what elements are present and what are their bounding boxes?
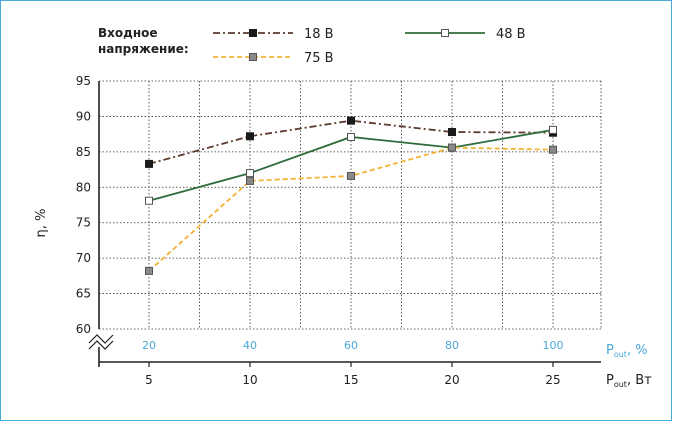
axes: 60 65 70 75 80 85 90 95 20 40 60 80 100 5 10 15 20 25 Pout… (76, 74, 652, 389)
x-tick-label: 5 (145, 373, 153, 387)
data-point (347, 132, 355, 141)
grid (99, 80, 602, 329)
y-tick-label: 70 (76, 251, 91, 265)
x-secondary-tick-label: 20 (142, 339, 156, 352)
legend: Входное напряжение: 18 В 48 В 75 В (98, 26, 526, 66)
x-secondary-tick-label: 80 (445, 339, 459, 352)
x-secondary-axis-label-sub: out (614, 350, 627, 359)
y-tick-label: 80 (76, 180, 91, 194)
series-2 (145, 143, 557, 275)
x-tick-label: 10 (242, 373, 257, 387)
legend-title-line2: напряжение: (98, 42, 189, 56)
series-layer (145, 116, 557, 275)
y-tick-label: 85 (76, 145, 91, 159)
legend-label: 18 В (304, 27, 334, 42)
x-axis-label: Pout, Вт (606, 373, 652, 389)
legend-entry: 75 В (213, 51, 334, 66)
legend-marker (249, 53, 257, 61)
x-secondary-tick-label: 60 (344, 339, 358, 352)
x-secondary-axis-label-unit: , % (627, 343, 648, 358)
data-point (549, 145, 557, 154)
data-point (145, 159, 153, 168)
data-point (347, 171, 355, 180)
x-secondary-tick-label: 40 (243, 339, 257, 352)
data-point (549, 125, 557, 134)
y-tick-label: 95 (76, 74, 91, 88)
x-secondary-tick-label: 100 (543, 339, 564, 352)
x-axis-label-unit: , Вт (627, 373, 652, 388)
legend-marker (249, 29, 257, 37)
data-point (246, 169, 254, 178)
data-point (448, 143, 456, 152)
data-point (246, 176, 254, 185)
y-tick-label: 65 (76, 287, 91, 301)
x-tick-label: 20 (444, 373, 459, 387)
y-axis-label: η, % (34, 209, 49, 238)
legend-title-line1: Входное (98, 26, 158, 40)
x-tick-label: 15 (343, 373, 358, 387)
legend-label: 75 В (304, 51, 334, 66)
data-point (448, 128, 456, 137)
y-tick-label: 90 (76, 109, 91, 123)
x-secondary-axis-label: Pout, % (606, 343, 648, 359)
x-tick-label: 25 (545, 373, 560, 387)
y-tick-label: 75 (76, 216, 91, 230)
series-0 (145, 116, 557, 168)
data-point (145, 266, 153, 275)
axis-break-mark (88, 334, 114, 350)
x-axis-label-main: P (606, 373, 614, 388)
legend-entry: 48 В (405, 27, 526, 42)
data-point (145, 196, 153, 205)
legend-marker (441, 29, 449, 37)
data-point (246, 132, 254, 141)
legend-entry: 18 В (213, 27, 334, 42)
x-secondary-axis-label-main: P (606, 343, 614, 358)
data-point (347, 116, 355, 125)
legend-label: 48 В (496, 27, 526, 42)
y-tick-label: 60 (76, 322, 91, 336)
x-axis-label-sub: out (614, 380, 627, 389)
